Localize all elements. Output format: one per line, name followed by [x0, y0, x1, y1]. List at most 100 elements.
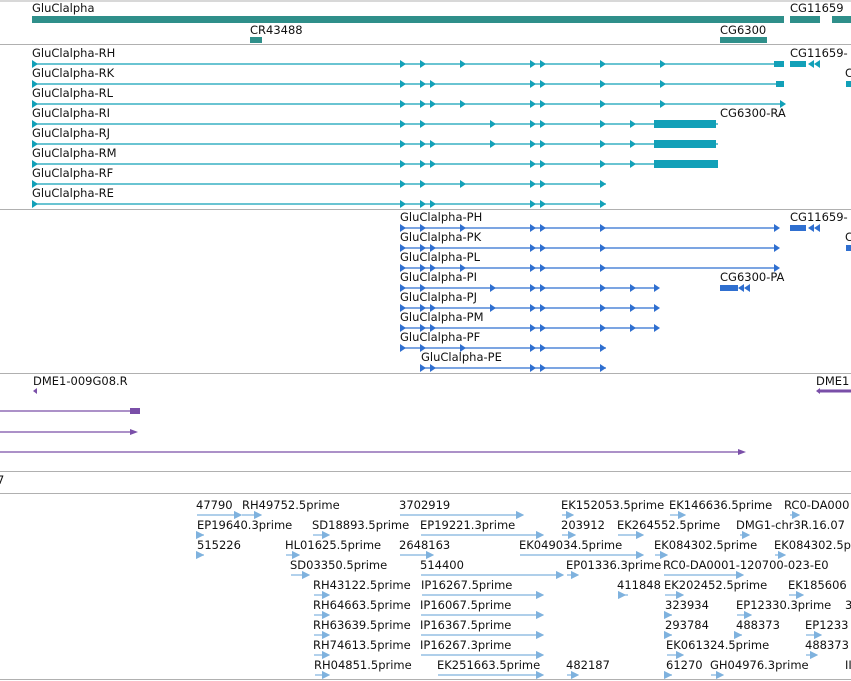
transcript-label-ri: GluClalpha-RI [32, 106, 110, 120]
transcript-track-b: GluClalpha-PH GluClalpha-PK GluClalpha-P… [400, 210, 851, 372]
cdna-label: RC0-DA000 [784, 498, 849, 512]
est-track: DME1-009G08.R DME1 [0, 374, 851, 455]
cdna-label: 293784 [665, 618, 709, 632]
transcript-pl[interactable] [400, 264, 780, 272]
gene-cg6300[interactable] [720, 37, 767, 43]
transcript-label-pl: GluClalpha-PL [400, 250, 481, 264]
cdna-label: RH74613.5prime [313, 638, 411, 652]
transcript-rl[interactable] [32, 100, 786, 108]
cdna-label: RH43122.5prime [313, 578, 411, 592]
cdna-label: EK084302.5p [774, 538, 851, 552]
transcript-rh[interactable] [32, 60, 820, 68]
gene-track: GluClalpha CR43488 CG6300 CG11659 [32, 1, 851, 43]
transcript-label-re: GluClalpha-RE [32, 186, 114, 200]
cdna-label: EK251663.5prime [437, 658, 540, 672]
cdna-label: EK084302.5prime [654, 538, 757, 552]
cdna-label: 47790 [196, 498, 233, 512]
transcript-label-rf: GluClalpha-RF [32, 166, 113, 180]
transcript-label-pe: GluClalpha-PE [421, 350, 502, 364]
cdna-label: 2648163 [399, 538, 450, 552]
transcript-re[interactable] [32, 200, 606, 208]
est-dme1-009g08[interactable] [33, 388, 37, 394]
cdna-label: 488373 [736, 618, 780, 632]
transcript-label-c-a: C [845, 66, 851, 80]
cdna-track: 47790 RH49752.5prime 3702919 EK152053.5p… [195, 498, 851, 680]
transcript-pk[interactable] [400, 244, 780, 252]
cdna-label: HL01625.5prime [285, 538, 381, 552]
cdna-label: 514400 [420, 558, 464, 572]
transcript-label-pj: GluClalpha-PJ [400, 290, 477, 304]
cdna-label: EP1233 [805, 618, 848, 632]
transcript-track-a: GluClalpha-RH GluClalpha-RK GluClalpha-R… [32, 46, 851, 208]
gene-cg11659[interactable] [790, 16, 820, 23]
est-alignment-2[interactable] [0, 429, 138, 435]
est-label-dme1-009g08: DME1-009G08.R [33, 374, 128, 388]
gene-label-glucl-alpha: GluClalpha [32, 1, 95, 15]
est-label-dme1: DME1 [816, 374, 849, 388]
cdna-label: SD18893.5prime [312, 518, 409, 532]
gene-cg11659-b[interactable] [832, 16, 851, 23]
transcript-pm[interactable] [400, 324, 660, 332]
mini-track: 7 [0, 473, 4, 487]
cdna-label: IP16367.5prime [420, 618, 511, 632]
gene-label-cg6300: CG6300 [720, 23, 766, 37]
transcript-pi[interactable] [400, 284, 660, 292]
transcript-rk[interactable] [32, 80, 784, 88]
transcript-label-rk: GluClalpha-RK [32, 66, 115, 80]
transcript-pe[interactable] [420, 364, 606, 372]
transcript-label-rh: GluClalpha-RH [32, 46, 115, 60]
cdna-label: EK264552.5prime [617, 518, 720, 532]
transcript-label-pi: GluClalpha-PI [400, 270, 477, 284]
cdna-label: RH64663.5prime [313, 598, 411, 612]
cdna-label: II [845, 658, 851, 672]
transcript-label-c-b: C [845, 230, 851, 244]
transcript-label-cg11659-b: CG11659- [790, 210, 848, 224]
mini-label: 7 [0, 473, 4, 487]
cdna-label: 61270 [666, 658, 703, 672]
transcript-label-cg6300-pa: CG6300-PA [720, 270, 785, 284]
cdna-label: EP01336.3prime [566, 558, 661, 572]
transcript-label-pm: GluClalpha-PM [400, 310, 484, 324]
transcript-rj[interactable] [32, 140, 718, 148]
cdna-label: 411848 [617, 578, 661, 592]
cdna-label: IP16267.3prime [420, 638, 511, 652]
transcript-label-rl: GluClalpha-RL [32, 86, 114, 100]
est-alignment-3[interactable] [0, 449, 746, 455]
transcript-b-edge-block[interactable] [846, 245, 851, 251]
cdna-label: 3 [845, 598, 851, 612]
transcript-label-ph: GluClalpha-PH [400, 210, 482, 224]
cdna-label: EK185606 [788, 578, 847, 592]
cdna-label: 515226 [197, 538, 241, 552]
transcript-pf[interactable] [400, 344, 606, 352]
cdna-label: RH04851.5prime [314, 658, 412, 672]
cdna-label: IP16267.5prime [421, 578, 512, 592]
est-dme1[interactable] [816, 388, 851, 394]
transcript-rf[interactable] [32, 180, 606, 188]
transcript-ri[interactable] [32, 120, 718, 128]
cdna-label: EP19221.3prime [420, 518, 515, 532]
cdna-label: EK049034.5prime [519, 538, 622, 552]
est-alignment-1[interactable] [0, 408, 140, 414]
gene-glucl-alpha[interactable] [32, 16, 784, 23]
transcript-label-cg11659-a: CG11659- [790, 46, 848, 60]
transcript-pj[interactable] [400, 304, 660, 312]
gene-label-cr43488: CR43488 [250, 23, 303, 37]
transcript-edge-block[interactable] [846, 81, 851, 87]
cdna-label: 482187 [566, 658, 610, 672]
transcript-rm[interactable] [32, 160, 718, 168]
gene-cr43488[interactable] [250, 37, 262, 43]
transcript-label-rj: GluClalpha-RJ [32, 126, 110, 140]
gene-label-cg11659: CG11659 [790, 1, 844, 15]
cdna-label: DMG1-chr3R.16.07 [736, 518, 845, 532]
cdna-label: 203912 [561, 518, 605, 532]
cdna-label: 323934 [665, 598, 709, 612]
cdna-label: RH49752.5prime [242, 498, 340, 512]
cdna-label: EK202452.5prime [664, 578, 767, 592]
transcript-label-pf: GluClalpha-PF [400, 330, 480, 344]
cdna-label: RC0-DA0001-120700-023-E0 [663, 558, 829, 572]
transcript-cg6300-pa[interactable] [720, 284, 750, 292]
cdna-label: EK152053.5prime [561, 498, 664, 512]
transcript-ph[interactable] [400, 224, 820, 232]
